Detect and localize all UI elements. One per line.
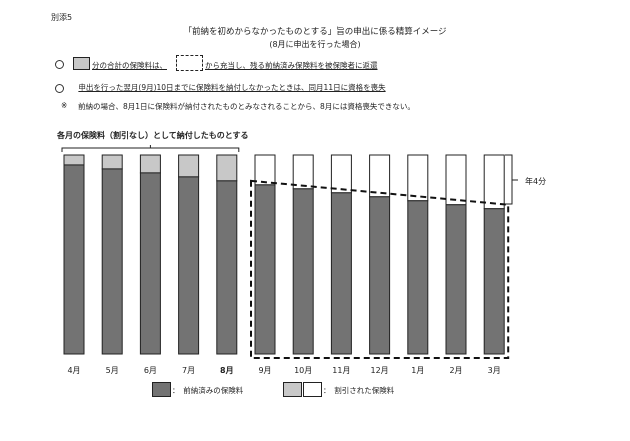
dashed-box-icon [176,55,203,71]
bar-discount [330,154,352,194]
circle-bullet-icon [55,59,64,69]
tick-label: 11月 [332,366,350,375]
note-1-text-pre: 分の合計の保険料は、 [92,61,167,70]
top-brace-label: 各月の保険料（割引なし）として納付したものとする [57,131,249,140]
bar-prepaid [330,192,352,355]
bar-prepaid [445,204,467,355]
bar-discount [369,154,391,198]
bar-discount [101,154,123,170]
bar-discount [254,154,276,186]
tick-label: 2月 [449,366,462,375]
page-title: 「前納を初めからなかったものとする」旨の申出に係る精算イメージ [183,27,447,37]
note-2-text: 申出を行った翌月(9月)10日までに保険料を納付しなかったときは、同月11日に資… [78,83,386,92]
note-1-text-post: から充当し、残る前納済み保険料を被保険者に返還 [205,61,378,70]
tick-label: 4月 [67,366,80,375]
bar-prepaid [483,208,505,355]
note-3-mark: ※ [61,101,68,110]
page-subtitle: (8月に申出を行った場合) [269,40,361,49]
note-1 [55,59,76,69]
bar-prepaid [139,172,161,355]
bar-discount [216,154,238,182]
top-brace [61,147,240,152]
note-3-text: 前納の場合、8月1日に保険料が納付されたものとみなされることから、8月には資格喪… [78,102,415,111]
tick-label: 5月 [106,366,119,375]
circle-bullet-icon [55,83,64,93]
bar-prepaid [216,180,238,355]
bar-prepaid [369,196,391,355]
bar-discount [483,154,505,210]
tick-label: 1月 [411,366,424,375]
tick-label: 12月 [371,366,389,375]
bar-discount [445,154,467,206]
bar-prepaid [254,184,276,355]
gray-swatch-icon [73,57,90,70]
legend-swatch-discount-paid [283,382,302,397]
bar-discount [63,154,85,166]
legend-swatch-prepaid [152,382,171,397]
legend-label-prepaid: ： 前納済みの保険料 [172,386,244,395]
tick-label: 10月 [294,366,312,375]
legend-label-discounted: ： 割引された保険料 [323,386,395,395]
tick-label: 6月 [144,366,157,375]
tick-label: 3月 [488,366,501,375]
attachment-label: 別添5 [51,13,73,22]
bar-prepaid [407,200,429,355]
side-brace [505,154,513,205]
bar-prepaid [101,168,123,355]
bar-prepaid [178,176,200,355]
note-2: 申出を行った翌月(9月)10日までに保険料を納付しなかったときは、同月11日に資… [55,82,386,93]
tick-label: 9月 [258,366,271,375]
bar-discount [292,154,314,190]
refund-region-outline [250,179,510,359]
bar-discount [178,154,200,178]
tick-label: 8月 [220,366,234,375]
bar-prepaid [292,188,314,355]
tick-label: 7月 [182,366,195,375]
side-label: 年4分 [525,177,547,186]
bar-discount [407,154,429,202]
bar-prepaid [63,164,85,355]
legend-swatch-discount-refund [303,382,322,397]
bar-discount [139,154,161,174]
